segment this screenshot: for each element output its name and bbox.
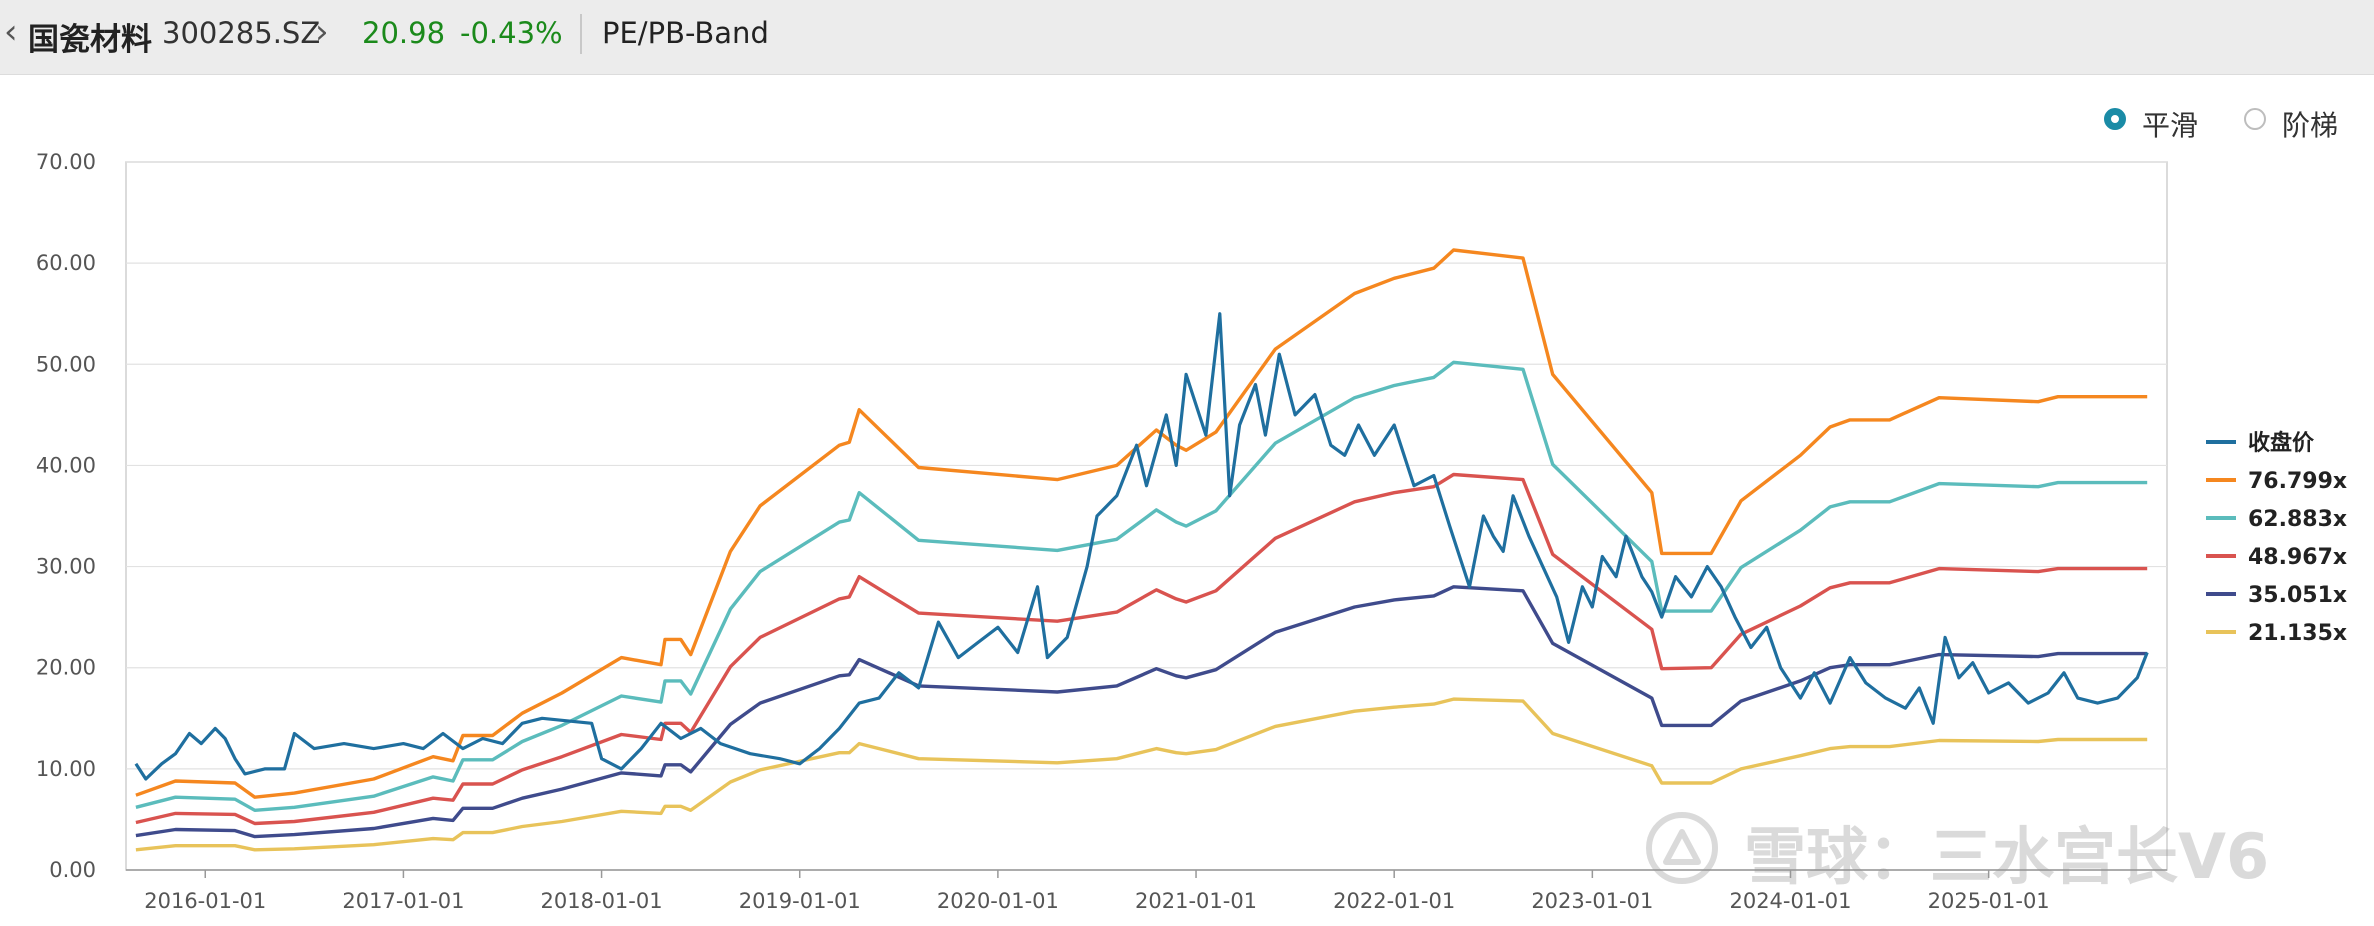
stock-code: 300285.SZ [162,16,321,50]
snowball-logo-icon [1646,812,1718,884]
series-line [135,697,2148,852]
x-tick-label: 2020-01-01 [937,889,1059,913]
watermark-text: 雪球：三水宫长V6 [1744,820,2270,893]
chart-mode-label: PE/PB-Band [602,16,769,50]
smooth-option-label: 平滑 [2142,109,2199,142]
legend-label: 35.051x [2248,583,2347,608]
grid-lines [126,161,2167,770]
y-tick-label: 10.00 [36,757,96,781]
series-line [135,472,2148,826]
series-line [135,248,2148,799]
series-line [134,312,2149,781]
legend-label: 21.135x [2248,621,2347,646]
legend-label: 48.967x [2248,545,2347,570]
radio-unselected-icon [2244,108,2266,130]
header-divider [580,14,582,54]
series-lines [134,248,2149,852]
y-tick-label: 70.00 [36,150,96,174]
y-tick-label: 30.00 [36,555,96,579]
x-axis: 2016-01-01 2017-01-01 2018-01-01 2019-01-01… [126,869,2167,913]
y-axis: 0.00 10.00 20.00 30.00 40.00 50.00 60.00 70.00 [36,150,96,882]
stock-header: ‹ 国瓷材料 300285.SZ › 20.98 -0.43% PE/PB-Ba… [0,0,2374,75]
y-tick-label: 20.00 [36,656,96,680]
legend-label: 收盘价 [2248,430,2315,456]
back-arrow-icon[interactable]: ‹ [4,12,18,52]
legend-label: 62.883x [2248,507,2347,532]
forward-arrow-icon[interactable]: › [315,12,329,52]
x-tick-label: 2021-01-01 [1135,889,1257,913]
x-tick-label: 2025-01-01 [1928,889,2050,913]
stock-name: 国瓷材料 [28,22,152,58]
y-tick-label: 0.00 [49,858,96,882]
pe-band-chart: 0.0010.0020.0030.0040.0050.0060.0070.00 … [36,150,2347,913]
legend-label: 76.799x [2248,469,2347,494]
x-tick-label: 2023-01-01 [1531,889,1653,913]
x-tick-label: 2018-01-01 [541,889,663,913]
radio-selected-icon [2104,108,2126,130]
x-tick-label: 2019-01-01 [739,889,861,913]
y-tick-label: 60.00 [36,251,96,275]
stock-price: 20.98 [362,16,446,50]
legend: 收盘价 76.799x 62.883x 48.967x 35.051x 21.135x [2206,430,2347,646]
step-option-label: 阶梯 [2282,109,2339,142]
x-tick-label: 2022-01-01 [1333,889,1455,913]
x-tick-label: 2016-01-01 [144,889,266,913]
x-tick-label: 2017-01-01 [342,889,464,913]
series-line [135,585,2148,839]
y-tick-label: 50.00 [36,352,96,376]
price-change: -0.43% [460,16,563,50]
series-line [135,360,2148,812]
y-tick-label: 40.00 [36,453,96,477]
x-tick-label: 2024-01-01 [1729,889,1851,913]
